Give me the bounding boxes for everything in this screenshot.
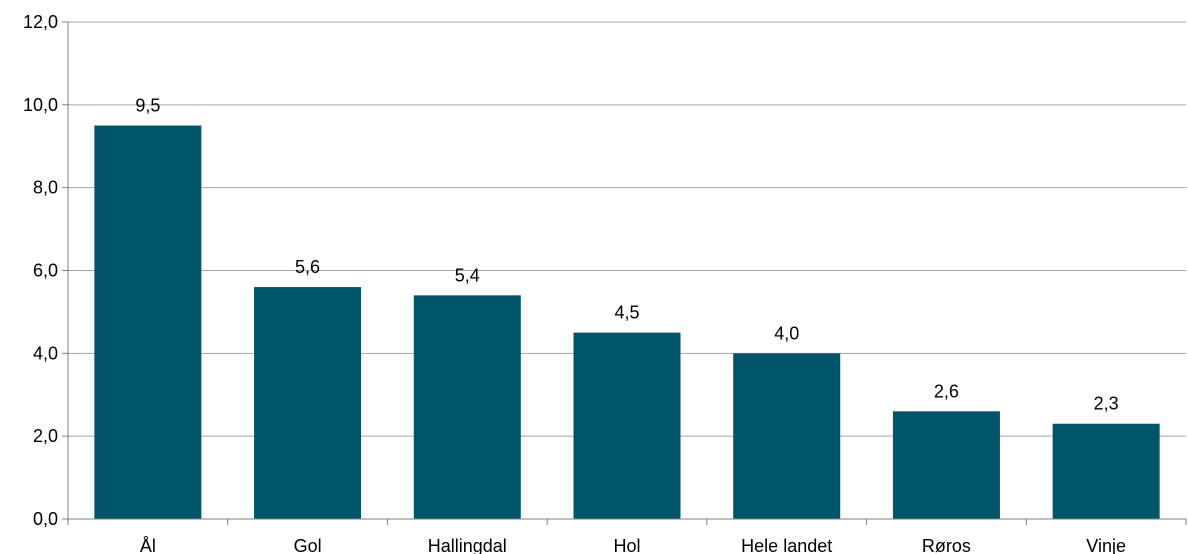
axes bbox=[62, 21, 1187, 525]
y-tick-label: 12,0 bbox=[23, 12, 58, 32]
y-tick-label: 8,0 bbox=[33, 178, 58, 198]
x-tick-label: Gol bbox=[294, 536, 322, 554]
data-label: 9,5 bbox=[135, 96, 160, 116]
data-label: 5,6 bbox=[295, 257, 320, 277]
y-tick-label: 2,0 bbox=[33, 426, 58, 446]
y-tick-label: 0,0 bbox=[33, 509, 58, 529]
data-label: 5,4 bbox=[455, 265, 480, 285]
data-label: 2,6 bbox=[934, 381, 959, 401]
data-label: 4,5 bbox=[614, 303, 639, 323]
data-label: 2,3 bbox=[1094, 394, 1119, 414]
y-tick-label: 4,0 bbox=[33, 343, 58, 363]
bars bbox=[94, 125, 1160, 520]
bar bbox=[254, 287, 362, 519]
bar bbox=[94, 125, 202, 520]
x-tick-label: Hol bbox=[613, 536, 640, 554]
bar bbox=[733, 353, 841, 519]
bar bbox=[1052, 423, 1160, 519]
x-tick-label: Hele landet bbox=[741, 536, 832, 554]
x-tick-label: Røros bbox=[922, 536, 971, 554]
x-tick-label: Ål bbox=[140, 536, 156, 554]
data-label: 4,0 bbox=[774, 323, 799, 343]
bar bbox=[573, 332, 681, 519]
y-tick-label: 10,0 bbox=[23, 95, 58, 115]
labels: 0,0 2,0 4,0 6,0 8,0 10,0 12,0 9,5 Ål 5,6 Gol 5,4 Hal… bbox=[23, 12, 1126, 554]
y-tick-label: 6,0 bbox=[33, 261, 58, 281]
x-tick-label: Vinje bbox=[1086, 536, 1126, 554]
bar bbox=[413, 295, 521, 519]
bar bbox=[892, 411, 1000, 519]
x-tick-label: Hallingdal bbox=[428, 536, 507, 554]
